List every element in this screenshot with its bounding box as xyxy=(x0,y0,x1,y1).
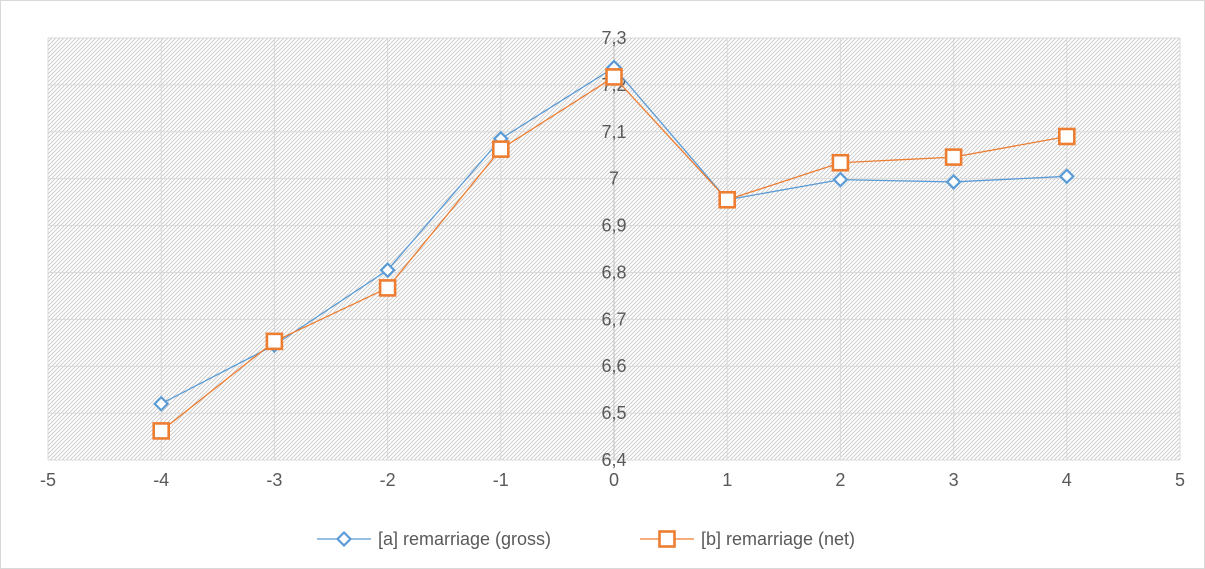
y-tick-label: 6,4 xyxy=(601,450,626,470)
x-tick-label: 3 xyxy=(949,470,959,490)
data-point xyxy=(152,422,170,440)
x-tick-label: 4 xyxy=(1062,470,1072,490)
x-tick-label: -1 xyxy=(493,470,509,490)
y-tick-label: 6,8 xyxy=(601,262,626,282)
x-tick-label: 1 xyxy=(722,470,732,490)
y-tick-label: 7,1 xyxy=(601,122,626,142)
data-point xyxy=(491,140,510,158)
legend-marker xyxy=(658,530,676,548)
gridlines xyxy=(47,37,1181,461)
data-point xyxy=(379,262,396,279)
x-tick-label: 5 xyxy=(1175,470,1185,490)
legend-item: [b] remarriage (net) xyxy=(640,529,855,549)
data-point xyxy=(1058,168,1075,185)
data-point xyxy=(831,153,850,172)
y-tick-label: 7 xyxy=(609,169,619,189)
legend-label: [a] remarriage (gross) xyxy=(378,529,551,549)
y-tick-label: 6,9 xyxy=(601,216,626,236)
data-point xyxy=(944,148,963,166)
x-tick-label: -4 xyxy=(153,470,169,490)
data-point xyxy=(605,68,623,86)
series-net xyxy=(152,68,1076,440)
y-tick-label: 6,7 xyxy=(601,309,626,329)
legend-item: [a] remarriage (gross) xyxy=(317,529,551,549)
x-axis: -5 -4 -3 -2 -1 0 1 2 3 4 5 xyxy=(40,470,1185,490)
legend-label: [b] remarriage (net) xyxy=(701,529,855,549)
y-tick-label: 6,5 xyxy=(601,403,626,423)
data-point xyxy=(718,190,737,209)
data-point xyxy=(153,395,170,412)
legend: [a] remarriage (gross) [b] remarriage (ne… xyxy=(317,529,855,549)
legend-marker xyxy=(335,530,353,548)
data-point xyxy=(945,173,962,191)
y-tick-label: 6,6 xyxy=(601,356,626,376)
data-point xyxy=(832,171,849,188)
x-tick-label: 2 xyxy=(835,470,845,490)
data-point xyxy=(1058,127,1076,146)
data-point xyxy=(265,332,284,351)
x-tick-label: 0 xyxy=(609,470,619,490)
x-tick-label: -5 xyxy=(40,470,56,490)
y-tick-label: 7,3 xyxy=(601,28,626,48)
data-point xyxy=(378,279,397,297)
series-layer xyxy=(152,59,1076,440)
x-tick-label: -3 xyxy=(266,470,282,490)
x-tick-label: -2 xyxy=(380,470,396,490)
